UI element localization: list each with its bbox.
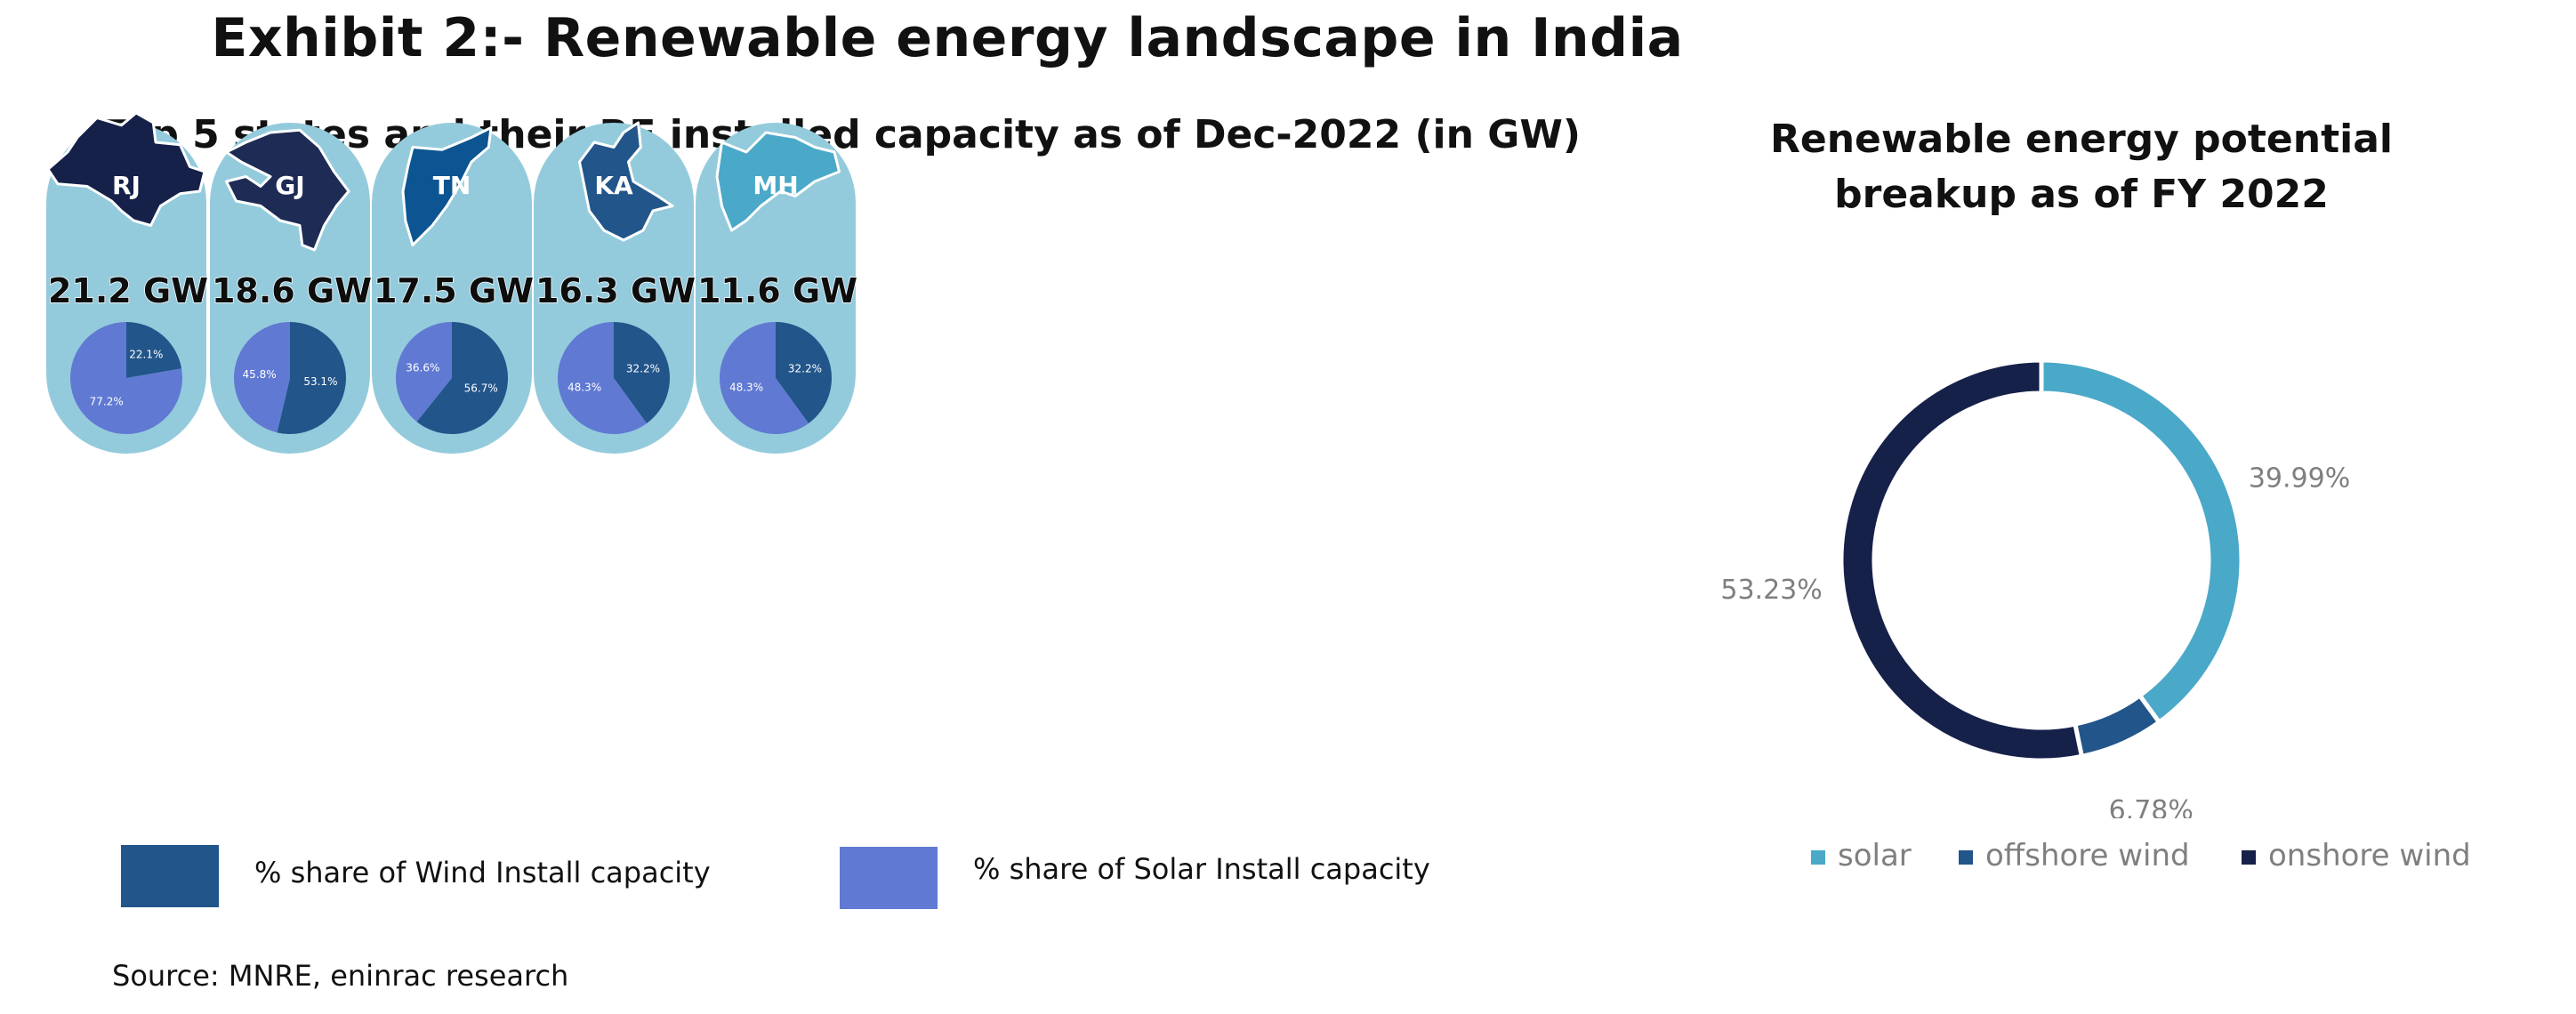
solar-data-label: 48.3% xyxy=(568,382,601,394)
wind-slice xyxy=(416,322,509,434)
solar-slice xyxy=(396,322,452,422)
solar-slice xyxy=(558,322,648,435)
legend-solar-swatch xyxy=(840,847,938,909)
solar-data-label: 45.8% xyxy=(243,368,277,381)
donut-legend-offshore: offshore wind xyxy=(1959,838,2190,873)
state-capacity-label: 21.2 GW xyxy=(48,271,208,310)
wind-slice xyxy=(614,322,670,423)
solar-data-label: 77.2% xyxy=(90,396,124,408)
source-note: Source: MNRE, eninrac research xyxy=(112,959,569,993)
solar-slice xyxy=(720,322,809,435)
legend-wind-swatch xyxy=(121,845,219,907)
state-map-gj xyxy=(225,128,350,252)
donut-data-label: 39.99% xyxy=(2249,463,2350,495)
state-map-tn xyxy=(401,126,493,246)
state-capacity-label: 18.6 GW xyxy=(212,271,372,310)
state-code-label: KA xyxy=(594,171,633,200)
state-card-mh: MH 11.6 GW 32.2% 48.3% xyxy=(696,123,858,454)
solar-slice xyxy=(233,322,290,433)
state-card-gj: GJ 18.6 GW 53.1% 45.8% xyxy=(210,123,373,454)
donut-slice-solar xyxy=(2039,358,2244,726)
exhibit-title: Exhibit 2:- Renewable energy landscape i… xyxy=(211,7,1684,69)
offshore-swatch xyxy=(1959,849,1973,865)
state-card-ka: KA 16.3 GW 32.2% 48.3% xyxy=(534,121,696,454)
state-capacity-label: 11.6 GW xyxy=(697,271,857,310)
wind-slice xyxy=(776,322,833,423)
states-chart: RJ 21.2 GW 22.1% 77.2% GJ 18.6 GW 53.1% 45.8% TN… xyxy=(46,111,858,454)
legend-solar-label: % share of Solar Install capacity xyxy=(973,852,1430,886)
state-capacity-label: 17.5 GW xyxy=(374,271,534,310)
donut-legend-solar-label: solar xyxy=(1838,838,1912,873)
state-card-tn: TN 17.5 GW 56.7% 36.6% xyxy=(372,123,535,454)
state-code-label: GJ xyxy=(275,171,304,200)
donut-slice-offshore-wind xyxy=(2072,692,2162,760)
donut-legend-offshore-label: offshore wind xyxy=(1985,838,2190,873)
state-map-ka xyxy=(578,121,674,242)
donut-chart-title: Renewable energy potential breakup as of… xyxy=(1770,117,2393,217)
state-capacity-label: 16.3 GW xyxy=(535,271,696,310)
donut-chart: 39.99% 6.78% 53.23% xyxy=(1720,358,2350,818)
state-code-label: TN xyxy=(433,171,471,200)
donut-legend-onshore: onshore wind xyxy=(2242,838,2471,873)
donut-data-label: 53.23% xyxy=(1720,575,1822,606)
solar-slice xyxy=(70,322,182,435)
donut-data-label: 6.78% xyxy=(2109,795,2194,818)
donut-legend-solar: solar xyxy=(1811,838,1912,873)
solar-data-label: 48.3% xyxy=(729,382,763,394)
state-card-rj: RJ 21.2 GW 22.1% 77.2% xyxy=(46,111,209,454)
wind-data-label: 32.2% xyxy=(788,362,822,374)
wind-data-label: 22.1% xyxy=(129,348,163,360)
donut-legend-onshore-label: onshore wind xyxy=(2268,838,2471,873)
wind-data-label: 32.2% xyxy=(626,362,660,374)
state-map-rj xyxy=(46,111,206,227)
onshore-swatch xyxy=(2242,849,2256,865)
donut-slice-onshore-wind xyxy=(1839,358,2085,763)
legend-wind-label: % share of Wind Install capacity xyxy=(254,856,711,889)
state-map-mh xyxy=(715,131,841,232)
solar-swatch xyxy=(1811,849,1825,865)
wind-slice xyxy=(126,322,182,378)
state-code-label: MH xyxy=(753,171,798,200)
solar-data-label: 36.6% xyxy=(406,361,439,374)
wind-data-label: 53.1% xyxy=(303,375,337,388)
wind-slice xyxy=(277,322,346,435)
wind-data-label: 56.7% xyxy=(464,382,498,395)
state-code-label: RJ xyxy=(112,171,141,200)
